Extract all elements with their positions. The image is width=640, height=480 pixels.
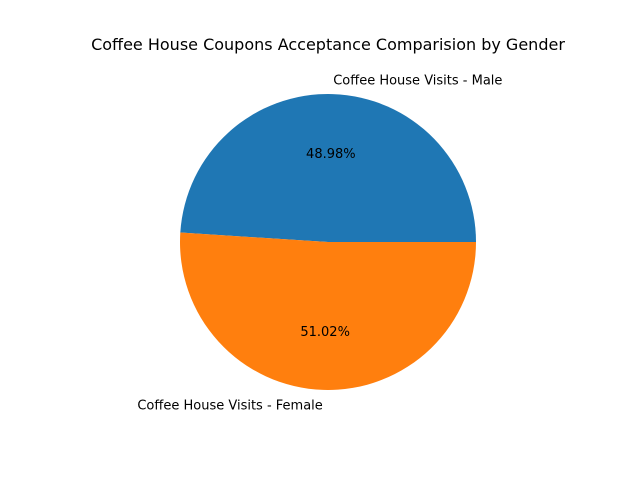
slice-category-label: Coffee House Visits - Female <box>137 399 322 414</box>
chart-title: Coffee House Coupons Acceptance Comparis… <box>91 35 565 54</box>
slice-percentage-label: 51.02% <box>300 325 350 340</box>
pie-slice-male <box>180 93 476 242</box>
pie-labels: 48.98% Coffee House Visits - Male 51.02% Co… <box>137 73 502 413</box>
slice-category-label: Coffee House Visits - Male <box>333 73 502 88</box>
pie-slice-female <box>180 232 476 390</box>
pie-slices <box>180 93 476 390</box>
slice-percentage-label: 48.98% <box>306 147 356 162</box>
